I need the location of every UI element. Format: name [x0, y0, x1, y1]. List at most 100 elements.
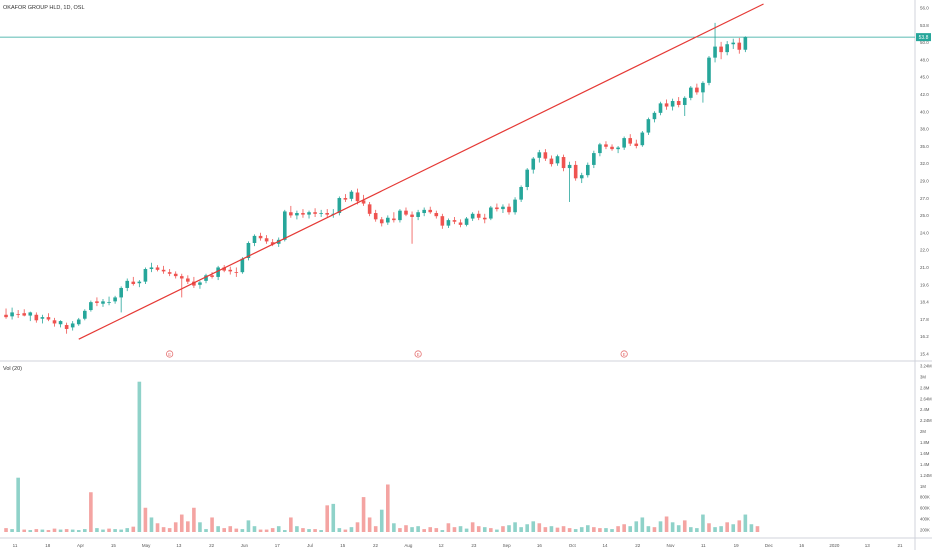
time-axis-tick-label: 21: [897, 543, 903, 548]
volume-bar-up: [307, 529, 311, 532]
volume-pane[interactable]: [4, 381, 760, 532]
price-axis-tick-label: 38.0: [920, 127, 929, 132]
candle-body-up: [349, 191, 354, 199]
price-axis-tick-label: 22.0: [920, 248, 929, 253]
price-axis[interactable]: 56.053.850.048.045.042.040.038.035.032.0…: [920, 6, 929, 357]
candle-body-up: [89, 302, 93, 311]
candle-body-down: [404, 210, 408, 215]
volume-axis-tick-label: 1.4M: [920, 462, 930, 467]
time-axis[interactable]: 11 18 Apr 15 May 13 22 Jun 17 Jul 15 22 Aug 12 23 Sep 16…: [13, 543, 903, 548]
volume-bar-down: [446, 523, 451, 532]
volume-bar-down: [755, 526, 760, 532]
time-axis-tick-label: 23: [471, 543, 477, 548]
volume-bar-up: [676, 525, 681, 532]
volume-axis[interactable]: 3.24M 3M 2.8M 2.64M 2.4M 2.24M 2M 1.8M 1.6M 1.4M 1…: [920, 364, 932, 533]
time-axis-tick-label: 12: [439, 543, 445, 548]
candle-body-down: [604, 144, 608, 147]
volume-bar-up: [749, 524, 754, 532]
volume-bar-up: [458, 526, 463, 532]
candle-body-up: [585, 164, 590, 176]
volume-bar-up: [701, 514, 705, 532]
candle-body-up: [119, 287, 123, 298]
candle-body-down: [264, 238, 269, 242]
candle-body-up: [252, 235, 257, 243]
time-axis-tick-label: Oct: [569, 543, 577, 548]
candle-body-down: [361, 200, 366, 204]
volume-bar-down: [725, 522, 729, 532]
candle-body-down: [131, 281, 136, 285]
candle-body-up: [246, 242, 251, 258]
price-axis-tick-label: 56.0: [920, 6, 929, 11]
volume-bar-up: [573, 529, 578, 532]
volume-bar-up: [83, 529, 87, 532]
volume-bar-up: [549, 526, 554, 532]
volume-bar-down: [664, 516, 669, 532]
candle-body-down: [379, 219, 384, 224]
volume-bar-down: [616, 526, 620, 532]
candle-body-down: [410, 214, 414, 217]
candle-body-down: [373, 213, 378, 220]
time-axis-tick-label: 11: [701, 543, 706, 548]
candle-body-up: [464, 218, 469, 225]
volume-bar-up: [731, 524, 736, 532]
candle-body-up: [701, 82, 705, 93]
candle-body-up: [743, 37, 748, 50]
candle-body-up: [682, 97, 687, 105]
volume-bar-up: [628, 526, 633, 532]
candle-body-up: [386, 217, 390, 223]
volume-bar-down: [46, 530, 51, 532]
time-axis-tick-label: 11: [13, 543, 18, 548]
candle-body-up: [470, 213, 475, 219]
candle-body-up: [567, 164, 572, 169]
candle-body-up: [113, 297, 117, 302]
event-marker-label: E: [417, 352, 420, 357]
volume-axis-tick-label: 2.4M: [920, 407, 930, 412]
volume-bar-down: [501, 526, 505, 532]
candle-body-up: [101, 301, 105, 304]
symbol-title: OKAFOR GROUP HLD, 1D, OSL: [3, 5, 85, 11]
volume-bar-down: [452, 527, 457, 532]
volume-bar-down: [301, 528, 305, 532]
volume-bar-down: [343, 529, 348, 532]
volume-bar-down: [52, 528, 57, 532]
volume-bar-up: [40, 529, 45, 532]
candle-body-up: [28, 312, 33, 316]
volume-bar-up: [507, 525, 511, 532]
volume-bar-down: [131, 526, 136, 532]
time-axis-tick-label: Aug: [404, 543, 413, 548]
volume-axis-tick-label: 3.24M: [920, 364, 932, 369]
candle-body-down: [695, 87, 699, 93]
candle-body-down: [634, 143, 639, 146]
volume-bar-down: [173, 522, 178, 532]
candle-body-up: [198, 282, 202, 285]
volume-bar-up: [525, 524, 529, 532]
volume-bar-down: [373, 526, 378, 532]
candle-body-down: [228, 269, 233, 272]
event-marker: [166, 350, 174, 358]
time-axis-tick-label: May: [142, 543, 151, 548]
volume-bar-up: [495, 529, 499, 532]
volume-bar-up: [379, 509, 384, 532]
candle-body-up: [707, 57, 711, 83]
volume-axis-tick-label: 800K: [920, 495, 930, 500]
price-axis-tick-label: 29.0: [920, 179, 929, 184]
volume-bar-up: [604, 528, 608, 532]
candle-body-down: [167, 272, 172, 274]
candle-body-up: [525, 169, 529, 187]
candle-body-down: [549, 158, 554, 165]
price-axis-tick-label: 50.0: [920, 40, 929, 45]
candle-body-up: [216, 267, 220, 277]
volume-bar-down: [561, 526, 566, 532]
time-axis-tick-label: 13: [865, 543, 871, 548]
volume-bar-down: [567, 528, 572, 532]
volume-bar-up: [416, 526, 420, 532]
price-axis-tick-label: 18.4: [920, 300, 929, 305]
volume-bar-up: [392, 523, 396, 532]
volume-bar-up: [95, 528, 99, 532]
price-axis-tick-label: 42.0: [920, 92, 929, 97]
last-price-tag-text: 53.8: [919, 35, 929, 41]
candle-body-up: [616, 147, 620, 150]
